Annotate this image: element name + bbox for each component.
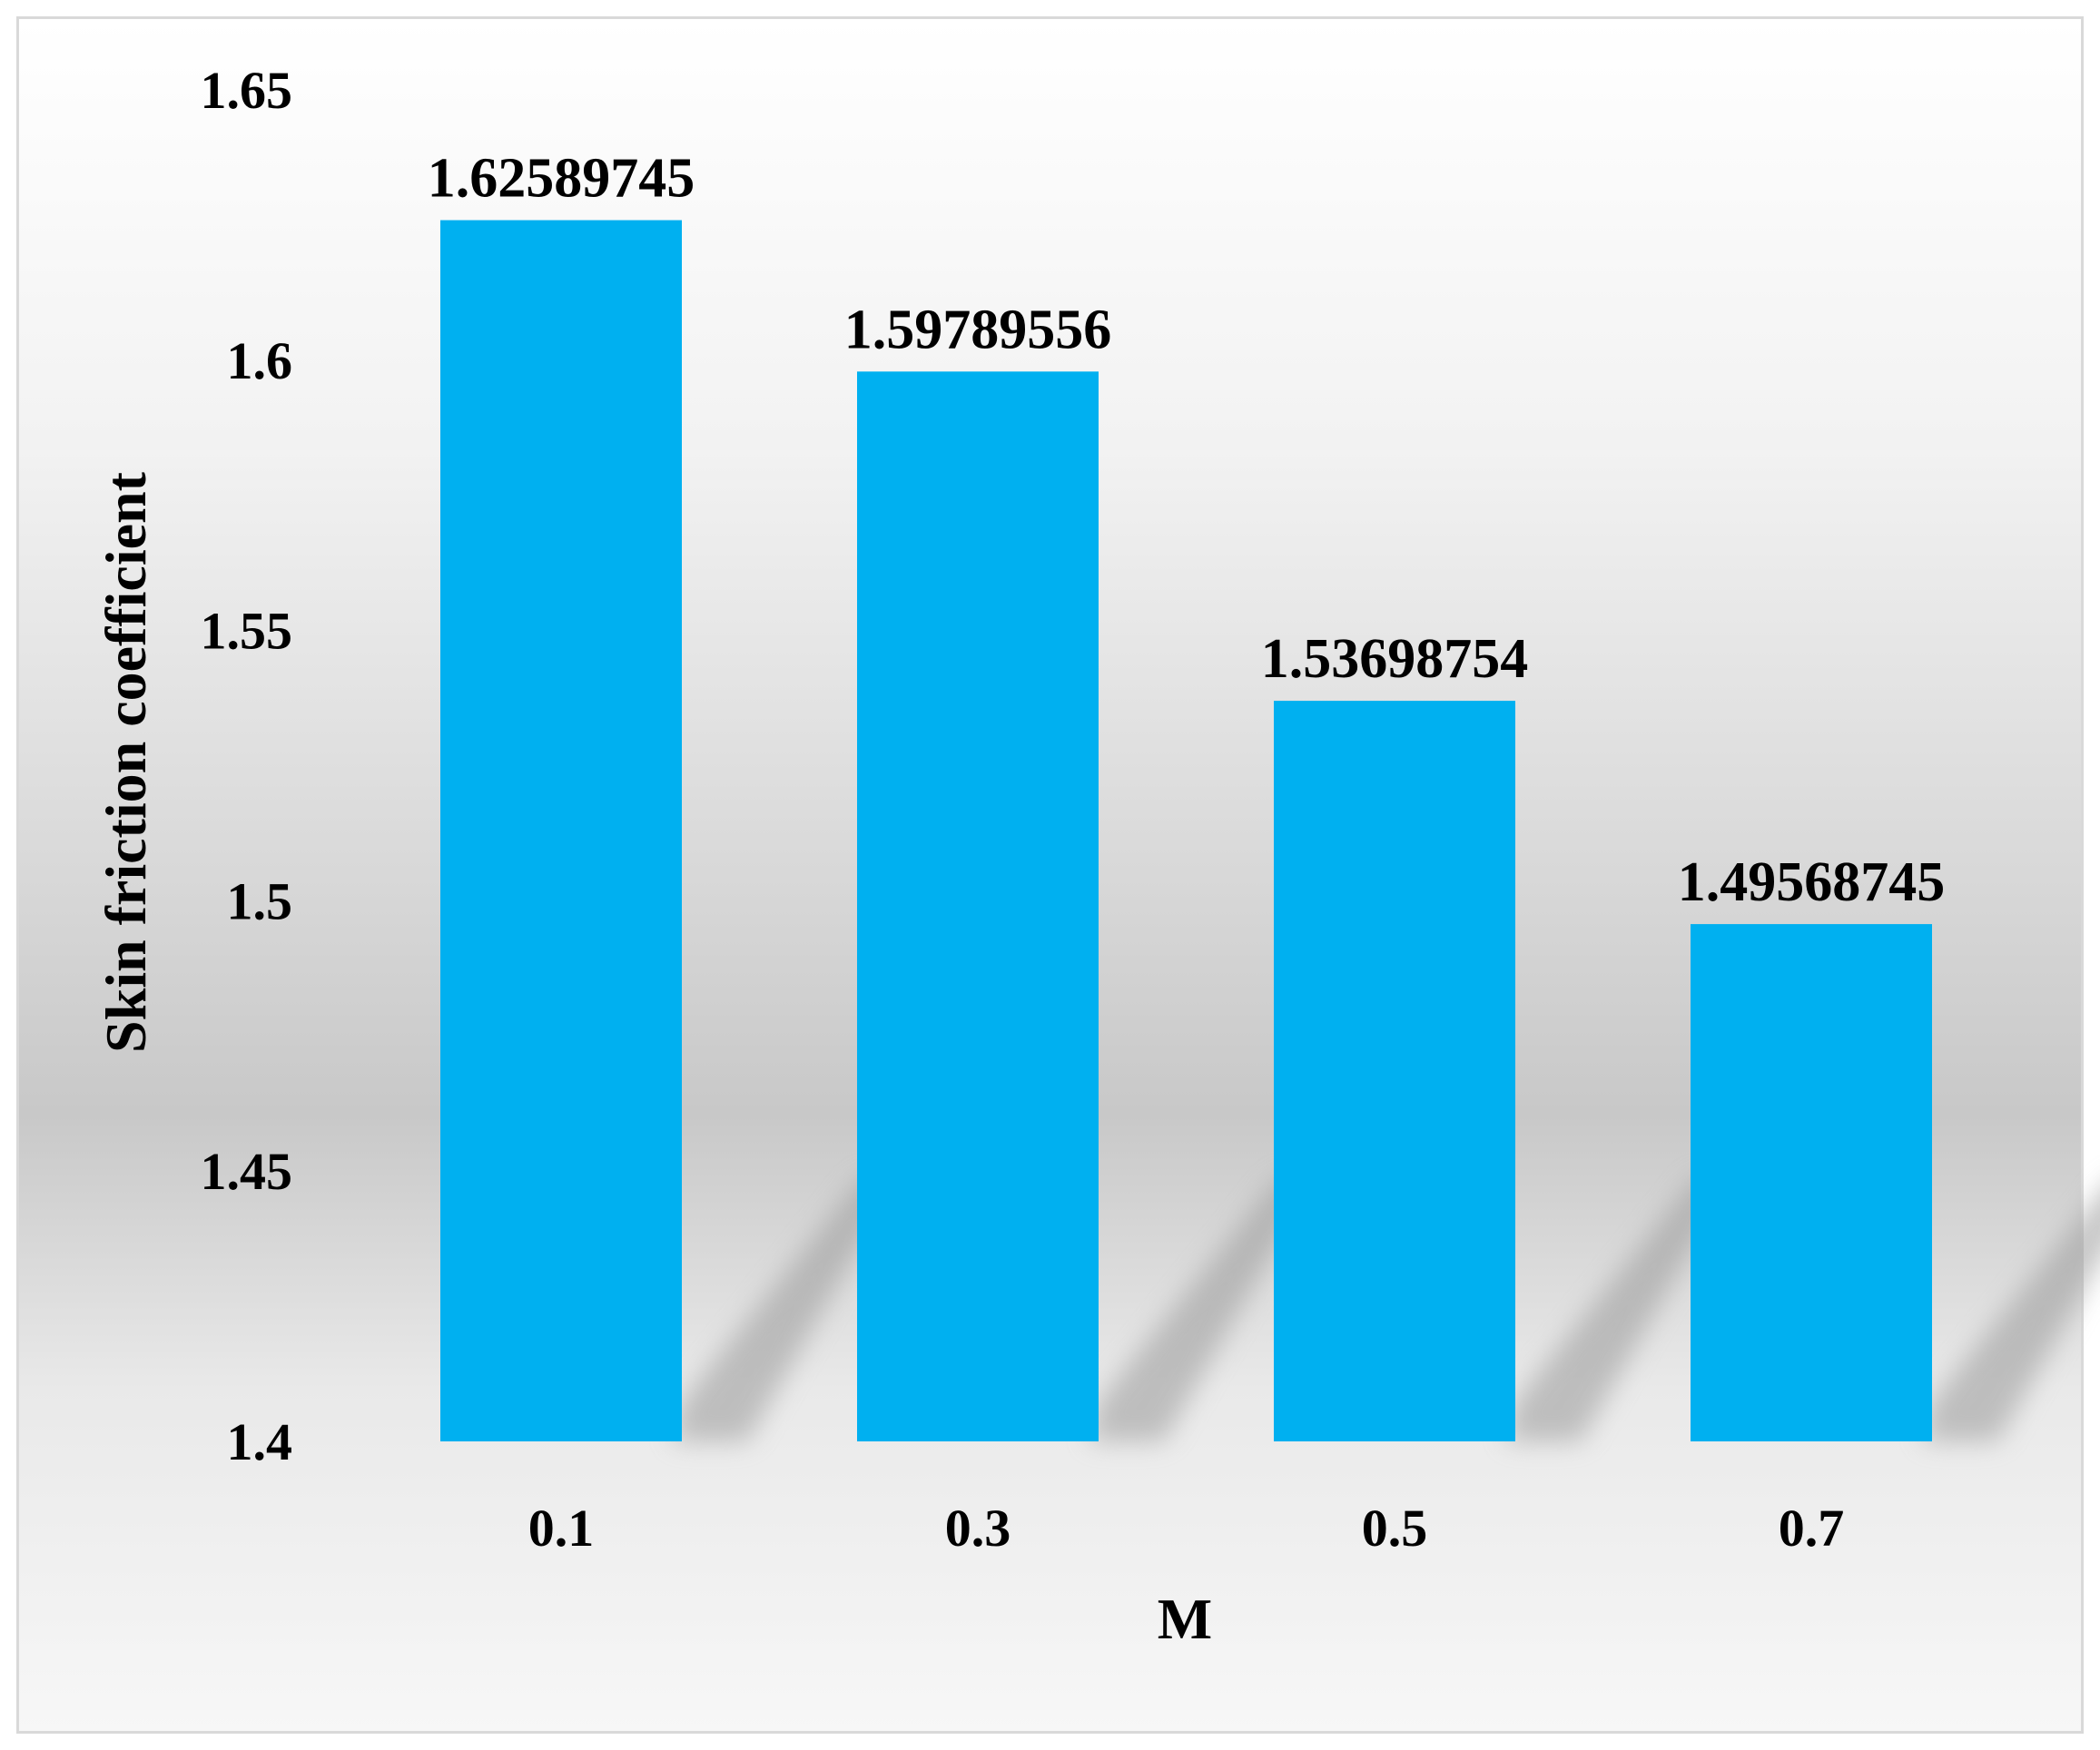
bar-0.7 xyxy=(1691,924,1932,1441)
y-tick-label: 1.65 xyxy=(201,61,293,120)
data-label: 1.59789556 xyxy=(844,299,1112,360)
x-axis-ticks: 0.1 0.3 0.5 0.7 xyxy=(528,1499,1845,1558)
bar-shadows xyxy=(673,1178,2100,1441)
bar-shadow xyxy=(1506,1178,1731,1441)
y-tick-label: 1.4 xyxy=(227,1412,293,1471)
x-tick-label: 0.1 xyxy=(528,1499,595,1558)
y-tick-label: 1.6 xyxy=(227,331,293,390)
y-axis-title: Skin friction coefficient xyxy=(94,471,158,1053)
y-tick-label: 1.5 xyxy=(227,871,293,930)
bar-shadow xyxy=(673,1178,898,1441)
bar-shadow xyxy=(1089,1178,1315,1441)
x-axis-title: M xyxy=(1158,1587,1212,1651)
x-tick-label: 0.7 xyxy=(1779,1499,1845,1558)
x-tick-label: 0.3 xyxy=(945,1499,1011,1558)
bar-shadow xyxy=(1923,1193,2100,1441)
bar-0.5 xyxy=(1274,701,1515,1441)
y-tick-label: 1.55 xyxy=(201,602,293,661)
bar-0.3 xyxy=(857,371,1099,1442)
bars xyxy=(440,220,1932,1442)
y-tick-label: 1.45 xyxy=(201,1142,293,1201)
bar-0.1 xyxy=(440,220,682,1441)
data-label: 1.62589745 xyxy=(428,148,695,210)
data-label: 1.49568745 xyxy=(1678,851,1946,913)
data-labels: 1.62589745 1.59789556 1.53698754 1.49568745 xyxy=(428,148,1946,914)
y-axis-ticks: 1.4 1.45 1.5 1.55 1.6 1.65 xyxy=(201,61,293,1471)
x-tick-label: 0.5 xyxy=(1362,1499,1428,1558)
data-label: 1.53698754 xyxy=(1261,628,1529,690)
